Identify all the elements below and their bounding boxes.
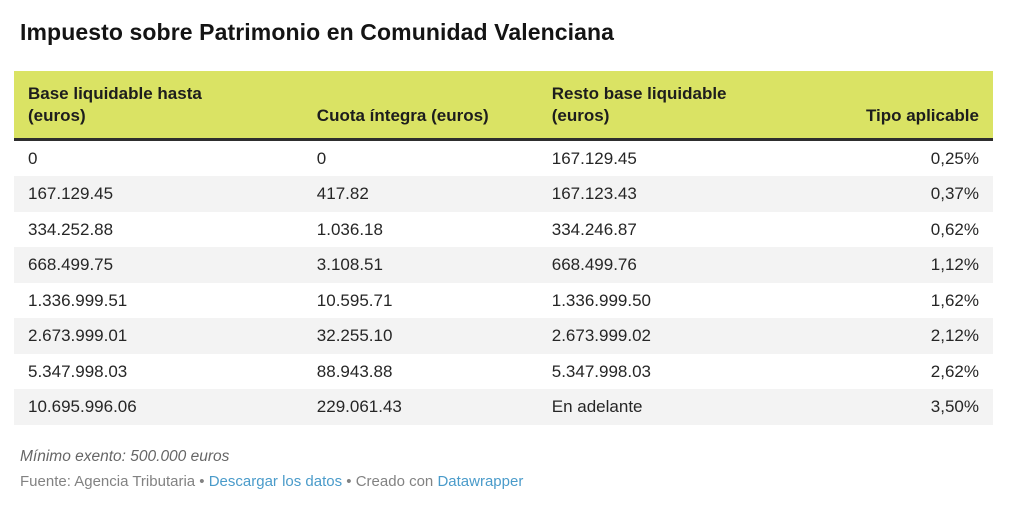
tax-brackets-table: Base liquidable hasta (euros) Cuota ínte… — [14, 71, 993, 425]
table-cell: 5.347.998.03 — [28, 361, 128, 381]
table-cell: 0 — [28, 148, 38, 168]
download-data-link[interactable]: Descargar los datos — [208, 472, 343, 490]
source-line: Fuente: Agencia Tributaria • Descargar l… — [20, 473, 1024, 490]
separator-dot: • — [195, 472, 209, 490]
table-cell: 88.943.88 — [316, 361, 393, 381]
table-note: Mínimo exento: 500.000 euros — [20, 447, 230, 465]
table-cell: 2,62% — [930, 361, 979, 381]
table-cell: 1.336.999.50 — [551, 290, 652, 310]
table-header-row: Base liquidable hasta (euros) Cuota ínte… — [14, 71, 993, 141]
attribution-prefix: Creado con — [355, 472, 438, 490]
page-title: Impuesto sobre Patrimonio en Comunidad V… — [20, 19, 615, 45]
column-header-tipo-aplicable: Tipo aplicable — [792, 71, 993, 141]
table-cell: 334.246.87 — [551, 219, 637, 239]
separator-dot: • — [342, 472, 356, 490]
table-cell: 229.061.43 — [316, 397, 402, 417]
table-cell: 167.129.45 — [551, 148, 637, 168]
table-cell: 32.255.10 — [316, 326, 393, 346]
table-cell: 167.129.45 — [28, 184, 114, 204]
source-name: Agencia Tributaria — [74, 472, 196, 490]
table-cell: 0,25% — [930, 148, 979, 168]
table-cell: En adelante — [551, 397, 643, 417]
table-cell: 2.673.999.02 — [551, 326, 652, 346]
table-cell: 2,12% — [930, 326, 979, 346]
datawrapper-link[interactable]: Datawrapper — [437, 472, 524, 490]
table-header: Base liquidable hasta (euros) Cuota ínte… — [14, 71, 993, 141]
table-row: 10.695.996.06 229.061.43 En adelante 3,50% — [14, 389, 993, 425]
table-cell: 668.499.76 — [551, 255, 637, 275]
table-cell: 3,50% — [930, 397, 979, 417]
table-row: 167.129.45 417.82 167.123.43 0,37% — [14, 176, 993, 212]
column-header-base-liquidable: Base liquidable hasta (euros) — [14, 71, 303, 141]
table-cell: 668.499.75 — [28, 255, 114, 275]
table-cell: 167.123.43 — [551, 184, 637, 204]
table-cell: 0,37% — [930, 184, 979, 204]
table-cell: 0 — [316, 148, 327, 168]
table-cell: 1,12% — [930, 255, 979, 275]
column-header-resto-base: Resto base liquidable (euros) — [537, 71, 793, 141]
table-cell: 10.595.71 — [316, 290, 393, 310]
table-row: 5.347.998.03 88.943.88 5.347.998.03 2,62% — [14, 354, 993, 390]
table-cell: 1,62% — [930, 290, 979, 310]
table-cell: 5.347.998.03 — [551, 361, 652, 381]
column-header-cuota-integra: Cuota íntegra (euros) — [302, 71, 538, 141]
table-cell: 334.252.88 — [28, 219, 114, 239]
table-cell: 1.036.18 — [316, 219, 383, 239]
table-cell: 0,62% — [930, 219, 979, 239]
table-cell: 417.82 — [316, 184, 369, 204]
table-body: 0 0 167.129.45 0,25% 167.129.45 417.82 167.123… — [14, 139, 993, 425]
table-cell: 10.695.996.06 — [28, 397, 137, 417]
source-prefix: Fuente: — [20, 472, 75, 490]
table-cell: 3.108.51 — [316, 255, 383, 275]
table-row: 1.336.999.51 10.595.71 1.336.999.50 1,62% — [14, 283, 993, 319]
table-row: 0 0 167.129.45 0,25% — [14, 139, 993, 176]
table-row: 2.673.999.01 32.255.10 2.673.999.02 2,12% — [14, 318, 993, 354]
table-row: 668.499.75 3.108.51 668.499.76 1,12% — [14, 247, 993, 283]
table-cell: 1.336.999.51 — [28, 290, 128, 310]
table-row: 334.252.88 1.036.18 334.246.87 0,62% — [14, 212, 993, 248]
table-cell: 2.673.999.01 — [28, 326, 128, 346]
